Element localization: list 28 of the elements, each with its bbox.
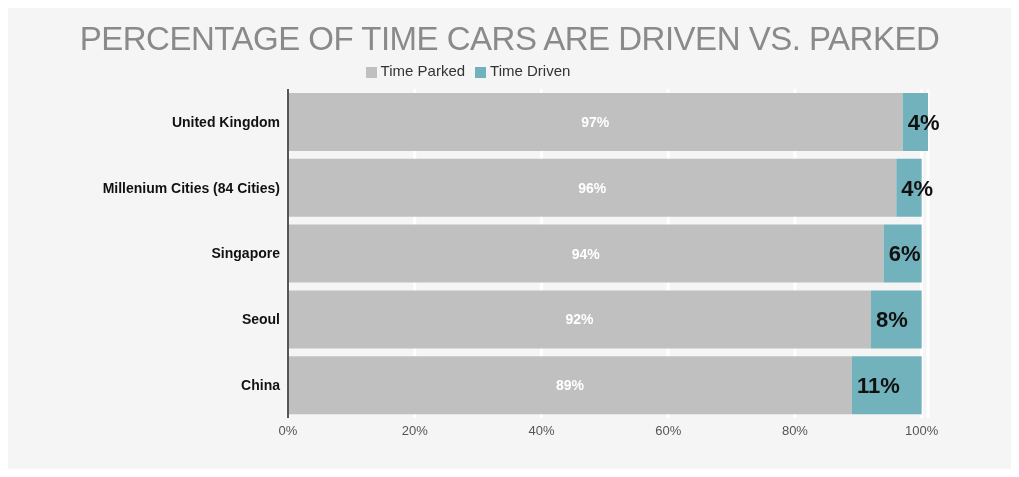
- data-label: 92%: [565, 311, 595, 328]
- x-tick-label: 20%: [401, 423, 429, 439]
- chart-title: PERCENTAGE OF TIME CARS ARE DRIVEN VS. PARKED: [78, 19, 941, 58]
- data-label: 97%: [581, 113, 610, 130]
- data-label: 6%: [888, 241, 921, 267]
- data-label: 94%: [571, 245, 601, 262]
- x-tick-label: 0%: [278, 423, 298, 439]
- y-tick-label: Millenium Cities (84 Cities): [102, 179, 280, 196]
- bar: [288, 224, 884, 283]
- y-tick-label: Singapore: [211, 245, 281, 262]
- data-label: 96%: [578, 179, 607, 196]
- data-label: 89%: [555, 377, 585, 394]
- bar: [851, 356, 922, 415]
- x-tick-label: 80%: [781, 423, 809, 439]
- legend-label: Time Parked: [380, 62, 466, 79]
- bar: [288, 93, 903, 151]
- bar: [288, 356, 852, 415]
- y-tick-label: United Kingdom: [171, 113, 280, 130]
- data-label: 11%: [856, 373, 900, 399]
- legend-label: Time Driven: [490, 62, 571, 79]
- bar: [288, 158, 897, 217]
- bar: [288, 290, 871, 349]
- y-tick-label: Seoul: [241, 311, 280, 328]
- x-tick-label: 100%: [905, 423, 939, 439]
- y-tick-label: China: [241, 377, 281, 394]
- x-tick-label: 60%: [655, 423, 682, 439]
- data-label: 8%: [875, 307, 908, 333]
- x-tick-label: 40%: [528, 423, 555, 439]
